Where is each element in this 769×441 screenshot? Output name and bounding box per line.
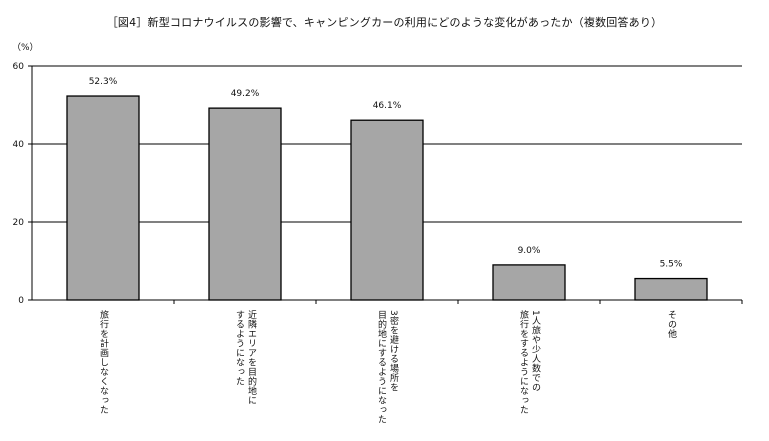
category-label: 3密を避ける場所を 目的地にするようになった xyxy=(376,310,398,424)
chart-title: ［図4］新型コロナウイルスの影響で、キャンピングカーの利用にどのような変化があっ… xyxy=(106,16,663,29)
data-label: 9.0% xyxy=(518,246,541,256)
category-label: 近隣エリアを目的地に するようになった xyxy=(234,310,256,405)
category-label: 1人旅や少人数での 旅行をするようになった xyxy=(518,310,540,415)
y-axis-unit: （%） xyxy=(12,43,39,53)
data-label: 52.3% xyxy=(89,77,118,87)
bar xyxy=(350,119,424,301)
data-label: 49.2% xyxy=(231,89,260,99)
bar xyxy=(66,95,140,301)
bar xyxy=(634,277,708,301)
category-label: その他 xyxy=(666,310,676,339)
bar xyxy=(492,264,566,301)
y-tick-label: 40 xyxy=(13,140,25,150)
data-label: 5.5% xyxy=(660,260,683,270)
data-label: 46.1% xyxy=(373,101,402,111)
y-tick-label: 20 xyxy=(13,218,25,228)
category-label: 旅行を計画しなくなった xyxy=(98,310,108,415)
bar xyxy=(208,107,282,301)
y-tick-label: 60 xyxy=(13,62,25,72)
y-tick-label: 0 xyxy=(18,296,24,306)
